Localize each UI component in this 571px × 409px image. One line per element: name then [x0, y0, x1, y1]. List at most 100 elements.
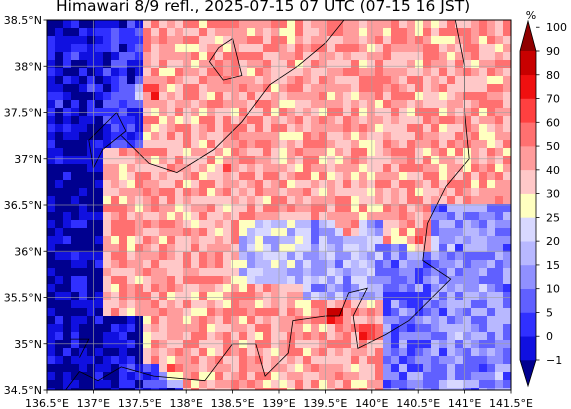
field-cell [487, 300, 496, 309]
field-cell [207, 388, 216, 390]
field-cell [415, 196, 424, 205]
field-cell [471, 364, 480, 373]
field-cell [143, 68, 152, 77]
field-cell [487, 148, 496, 157]
field-cell [263, 260, 272, 269]
field-cell [495, 316, 504, 325]
field-cell [327, 324, 336, 333]
field-cell [495, 44, 504, 53]
field-cell [247, 356, 256, 365]
field-cell [343, 164, 352, 173]
field-cell [135, 164, 144, 173]
field-cell [143, 276, 152, 285]
field-cell [431, 44, 440, 53]
field-cell [399, 84, 408, 93]
field-cell [263, 92, 272, 101]
field-cell [135, 188, 144, 197]
field-cell [231, 100, 240, 109]
field-cell [367, 252, 376, 261]
field-cell [215, 260, 224, 269]
field-cell [359, 348, 368, 357]
field-cell [287, 292, 296, 301]
field-cell [431, 260, 440, 269]
field-cell [287, 220, 296, 229]
field-cell [71, 316, 80, 325]
field-cell [47, 92, 56, 101]
field-cell [71, 156, 80, 165]
field-cell [343, 356, 352, 365]
field-cell [239, 388, 248, 390]
field-cell [255, 236, 264, 245]
field-cell [343, 68, 352, 77]
field-cell [223, 196, 232, 205]
field-cell [431, 156, 440, 165]
field-cell [367, 292, 376, 301]
field-cell [495, 36, 504, 45]
field-cell [191, 172, 200, 181]
field-cell [295, 260, 304, 269]
field-cell [383, 68, 392, 77]
field-cell [359, 20, 368, 29]
field-cell [431, 252, 440, 261]
field-cell [495, 252, 504, 261]
field-cell [95, 36, 104, 45]
graticule [46, 19, 512, 391]
field-cell [375, 316, 384, 325]
field-cell [103, 156, 112, 165]
field-cell [399, 356, 408, 365]
field-cell [439, 300, 448, 309]
field-cell [367, 188, 376, 197]
field-cell [407, 236, 416, 245]
field-cell [479, 84, 488, 93]
field-cell [135, 388, 144, 390]
field-cell [63, 188, 72, 197]
field-cell [239, 244, 248, 253]
field-cell [423, 332, 432, 341]
field-cell [271, 300, 280, 309]
field-cell [455, 316, 464, 325]
field-cell [495, 244, 504, 253]
field-cell [271, 276, 280, 285]
field-cell [127, 92, 136, 101]
field-cell [455, 212, 464, 221]
field-cell [207, 284, 216, 293]
field-cell [239, 324, 248, 333]
field-cell [63, 44, 72, 53]
field-cell [343, 380, 352, 389]
field-cell [303, 228, 312, 237]
field-cell [447, 124, 456, 133]
field-cell [311, 244, 320, 253]
field-cell [319, 188, 328, 197]
field-cell [47, 132, 56, 141]
field-cell [399, 188, 408, 197]
field-cell [47, 228, 56, 237]
field-cell [183, 212, 192, 221]
field-cell [327, 60, 336, 69]
field-cell [183, 236, 192, 245]
field-cell [231, 172, 240, 181]
field-cell [71, 364, 80, 373]
field-cell [335, 132, 344, 141]
field-cell [335, 68, 344, 77]
field-cell [111, 20, 120, 29]
field-cell [495, 132, 504, 141]
field-cell [247, 172, 256, 181]
field-cell [271, 380, 280, 389]
field-cell [55, 156, 64, 165]
field-cell [143, 260, 152, 269]
field-cell [127, 244, 136, 253]
field-cell [95, 340, 104, 349]
field-cell [455, 132, 464, 141]
field-cell [503, 116, 511, 125]
field-cell [159, 52, 168, 61]
field-cell [215, 244, 224, 253]
field-cell [351, 20, 360, 29]
field-cell [455, 180, 464, 189]
field-cell [375, 372, 384, 381]
field-cell [295, 124, 304, 133]
field-cell [87, 148, 96, 157]
field-cell [191, 124, 200, 133]
field-cell [447, 268, 456, 277]
field-cell [311, 100, 320, 109]
field-cell [215, 324, 224, 333]
